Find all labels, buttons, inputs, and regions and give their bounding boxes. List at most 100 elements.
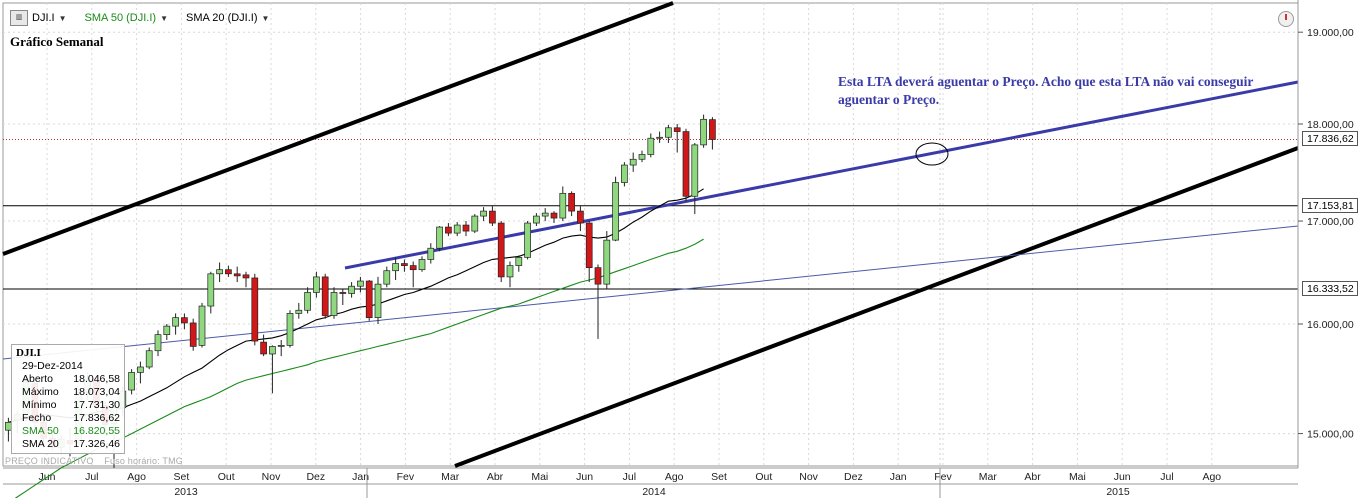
x-tick-label: Jan bbox=[352, 471, 369, 483]
candle-body bbox=[656, 136, 663, 139]
data-legend: DJI.I 29-Dez-2014 Aberto 18.046,58 Máximo… bbox=[11, 344, 125, 454]
price-tag: 16.333,52 bbox=[1302, 280, 1358, 296]
timezone-note: Fuso horário: TMG bbox=[104, 456, 184, 466]
candle-body bbox=[339, 292, 347, 294]
indicative-price-note: PREÇO INDICATIVO bbox=[5, 456, 94, 466]
candle-body bbox=[128, 372, 135, 391]
x-tick-label: Jul bbox=[1160, 471, 1173, 483]
candle-body bbox=[207, 273, 215, 307]
x-tick-label: Mar bbox=[441, 471, 460, 483]
candle-body bbox=[418, 259, 426, 271]
chevron-down-icon[interactable]: ▼ bbox=[261, 13, 270, 23]
chevron-down-icon[interactable]: ▼ bbox=[160, 13, 168, 23]
chart-type-icon[interactable]: ▥ bbox=[10, 10, 28, 26]
candle-body bbox=[594, 267, 602, 285]
candle-body bbox=[392, 263, 399, 272]
candle-body bbox=[198, 305, 206, 346]
candle-body bbox=[225, 269, 232, 275]
candle-body bbox=[559, 192, 567, 219]
year-label: 2013 bbox=[174, 486, 198, 498]
legend-row-sma50: SMA 50 16.820,55 bbox=[22, 425, 120, 437]
toolbar: ▥ DJI.I ▼ SMA 50 (DJI.I) ▼ SMA 20 (DJI.I… bbox=[10, 9, 269, 27]
chart-subtitle: Gráfico Semanal bbox=[10, 34, 104, 49]
candle-body bbox=[700, 118, 707, 146]
candle-body bbox=[577, 210, 584, 224]
candle-body bbox=[709, 119, 716, 140]
symbol-label: DJI.I bbox=[32, 12, 55, 24]
x-tick-label: Fev bbox=[934, 471, 952, 483]
candle-body bbox=[524, 222, 531, 258]
sma20-label: SMA 20 (DJI.I) bbox=[186, 12, 258, 24]
candle-body bbox=[321, 276, 329, 316]
legend-row-high: Máximo 18.073,04 bbox=[22, 386, 120, 398]
x-tick-label: Out bbox=[218, 471, 235, 483]
x-tick-label: Dez bbox=[306, 471, 325, 483]
candle-body bbox=[427, 247, 435, 260]
candle-body bbox=[682, 131, 690, 197]
sma20-selector[interactable]: SMA 20 (DJI.I) ▼ bbox=[186, 12, 269, 24]
legend-row-sma20: SMA 20 17.326,46 bbox=[22, 438, 120, 450]
candle-body bbox=[612, 182, 619, 241]
candle-body bbox=[295, 309, 303, 314]
candle-body bbox=[568, 192, 575, 212]
candle-body bbox=[533, 215, 540, 224]
x-tick-label: Set bbox=[174, 471, 190, 483]
candle-body bbox=[638, 154, 646, 160]
year-label: 2015 bbox=[1106, 486, 1130, 498]
footer-note: PREÇO INDICATIVO Fuso horário: TMG bbox=[5, 456, 191, 466]
candle-body bbox=[304, 292, 311, 311]
candle-body bbox=[401, 263, 408, 266]
x-tick-label: Jul bbox=[85, 471, 98, 483]
y-tick-label: 17.000,00 bbox=[1307, 216, 1354, 228]
sma50-label: SMA 50 (DJI.I) bbox=[84, 12, 157, 24]
candle-body bbox=[269, 346, 276, 355]
candle-body bbox=[445, 226, 452, 234]
x-tick-label: Ago bbox=[1202, 471, 1221, 483]
long-trendline bbox=[2, 225, 1299, 360]
sma50-selector[interactable]: SMA 50 (DJI.I) ▼ bbox=[85, 12, 168, 24]
candle-body bbox=[471, 215, 479, 232]
y-axis-strip bbox=[1298, 0, 1359, 498]
candle-body bbox=[154, 334, 162, 352]
symbol-selector[interactable]: ▥ DJI.I ▼ bbox=[10, 10, 67, 26]
candle-body bbox=[374, 283, 382, 318]
candle-body bbox=[506, 265, 514, 278]
candle-body bbox=[330, 292, 338, 316]
candle-body bbox=[216, 269, 223, 275]
candle-body bbox=[163, 325, 171, 335]
candle-body bbox=[665, 127, 672, 138]
candle-body bbox=[603, 239, 611, 285]
year-label: 2014 bbox=[642, 486, 666, 498]
candle-body bbox=[550, 212, 558, 219]
x-tick-label: Dez bbox=[844, 471, 863, 483]
candle-body bbox=[145, 350, 153, 368]
candle-body bbox=[673, 127, 681, 132]
candle-body bbox=[277, 345, 285, 347]
candle-body bbox=[137, 366, 144, 373]
x-tick-label: Jun bbox=[1114, 471, 1131, 483]
clock-icon[interactable] bbox=[1278, 11, 1294, 27]
candle-body bbox=[691, 144, 699, 197]
x-tick-label: Mar bbox=[979, 471, 998, 483]
candle-body bbox=[357, 280, 364, 287]
channel-lower-line bbox=[454, 146, 1299, 468]
candle-body bbox=[453, 224, 461, 234]
channel-upper-line bbox=[2, 1, 674, 256]
candle-body bbox=[585, 222, 593, 268]
price-tag: 17.836,62 bbox=[1302, 131, 1358, 147]
candle-body bbox=[541, 212, 549, 217]
x-tick-label: Jan bbox=[890, 471, 907, 483]
x-tick-label: Ago bbox=[665, 471, 684, 483]
candle-body bbox=[286, 313, 294, 346]
candle-body bbox=[189, 322, 197, 347]
candle-body bbox=[233, 273, 241, 277]
candle-body bbox=[462, 224, 470, 232]
candle-body bbox=[621, 164, 628, 183]
x-tick-label: Abr bbox=[1024, 471, 1041, 483]
chevron-down-icon[interactable]: ▼ bbox=[58, 13, 67, 23]
candle-body bbox=[480, 210, 487, 217]
candle-body bbox=[409, 265, 417, 271]
candle-body bbox=[172, 317, 179, 327]
legend-title: DJI.I bbox=[16, 347, 41, 359]
